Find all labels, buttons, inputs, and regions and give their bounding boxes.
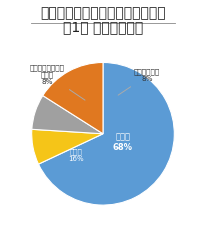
Wedge shape [32,96,103,134]
Text: 図1： 取り組み状況: 図1： 取り組み状況 [63,20,143,34]
Text: 実施予定なし
8%: 実施予定なし 8% [118,69,160,95]
Wedge shape [43,62,103,134]
Text: 検討中
16%: 検討中 16% [68,148,84,162]
Wedge shape [39,62,174,205]
Text: 実施中
68%: 実施中 68% [113,133,133,152]
Text: アジャイル開発に関する実態調査: アジャイル開発に関する実態調査 [40,6,166,20]
Text: 以前行っていたが
止めた
8%: 以前行っていたが 止めた 8% [30,64,85,100]
Wedge shape [32,129,103,164]
